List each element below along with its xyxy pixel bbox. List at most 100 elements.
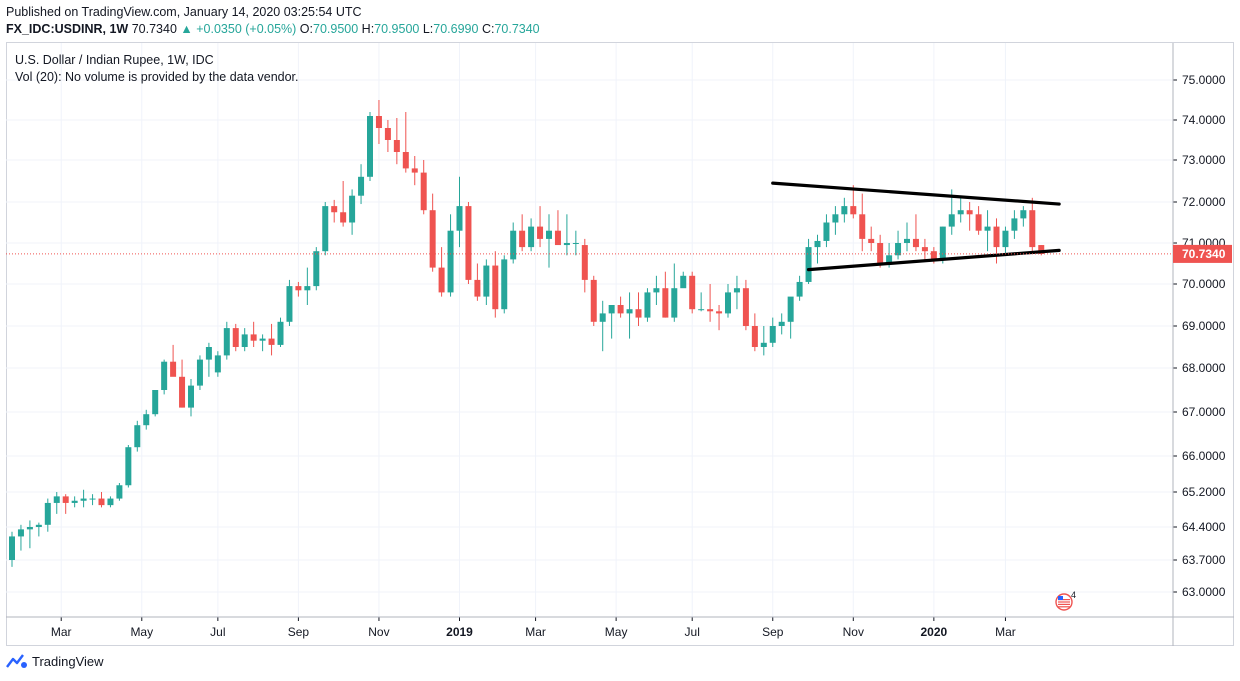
- candle-body: [304, 286, 311, 291]
- candle-body: [259, 338, 266, 341]
- time-axis-label: 2019: [446, 625, 473, 639]
- candle-body: [546, 230, 552, 239]
- grid-lines: [6, 43, 1173, 617]
- candle-body: [608, 305, 615, 314]
- candle-body: [581, 245, 588, 280]
- last-price-badge: [1173, 244, 1232, 263]
- candle-body: [519, 230, 526, 248]
- candle-body: [993, 226, 1000, 248]
- candle-body: [832, 214, 839, 223]
- symbol-name[interactable]: FX_IDC:USDINR, 1W: [6, 22, 129, 36]
- candle-body: [465, 206, 472, 280]
- candle-body: [420, 172, 427, 211]
- candle-body: [904, 238, 910, 243]
- candle-body: [769, 326, 776, 343]
- candle-body: [501, 259, 508, 310]
- candle-body: [760, 342, 767, 347]
- high-label: H:: [361, 22, 375, 36]
- candle-body: [680, 275, 687, 289]
- candle-body: [921, 247, 928, 252]
- price-axis-label: 75.0000: [1182, 73, 1226, 87]
- candle-body: [563, 243, 570, 246]
- candle-body: [796, 281, 803, 297]
- candle-body: [322, 206, 329, 252]
- time-axis-label: May: [130, 625, 153, 639]
- price-axis-label: 73.0000: [1182, 153, 1226, 167]
- flag-stripe: [1058, 601, 1070, 603]
- axes: 63.0000 63.7000 64.4000 65.2000 66.0000 67.00…: [6, 43, 1234, 646]
- flag-stripe: [1058, 606, 1070, 608]
- candle-body: [411, 168, 418, 173]
- candle-body: [1020, 210, 1027, 219]
- price-change: ▲ +0.0350 (+0.05%): [180, 22, 297, 36]
- price-axis-label: 72.0000: [1182, 195, 1226, 209]
- time-axis-label: Nov: [843, 625, 864, 639]
- candle-body: [241, 334, 248, 347]
- candle-body: [850, 206, 857, 215]
- candle-body: [966, 210, 973, 215]
- candle-body: [116, 485, 123, 499]
- candle-body: [939, 226, 946, 260]
- time-axis-label: Mar: [995, 625, 1016, 639]
- candle-body: [554, 230, 561, 246]
- trendlines: [6, 181, 1173, 272]
- candle-body: [53, 496, 60, 503]
- candle-body: [895, 243, 902, 256]
- flag-stripe: [1058, 599, 1070, 601]
- price-axis-label: 69.0000: [1182, 319, 1226, 333]
- candle-body: [152, 390, 159, 415]
- candle-body: [778, 321, 785, 326]
- candle-body: [232, 328, 239, 347]
- chart-legend-title: U.S. Dollar / Indian Rupee, 1W, IDC: [15, 53, 214, 67]
- close-value: 70.7340: [494, 22, 540, 36]
- candle-body: [143, 414, 150, 426]
- price-axis-label: 63.7000: [1182, 553, 1226, 567]
- candle-body: [707, 309, 714, 312]
- candle-body: [134, 425, 141, 448]
- candle-body: [456, 206, 463, 231]
- time-axis-label: Jul: [210, 625, 225, 639]
- time-axis-label: Sep: [288, 625, 310, 639]
- candle-body: [877, 243, 884, 264]
- chart-frame: [6, 42, 1234, 646]
- candle-body: [948, 214, 955, 227]
- low-label: L:: [422, 22, 434, 36]
- time-axis-label: Mar: [525, 625, 546, 639]
- candle-body: [662, 288, 669, 318]
- candle-body: [170, 361, 177, 377]
- price-axis-label: 68.0000: [1182, 361, 1226, 375]
- us-flag-event-icon: 4: [1055, 590, 1076, 611]
- event-count: 4: [1071, 590, 1076, 600]
- time-axis-label: 2020: [920, 625, 947, 639]
- candle-body: [367, 116, 373, 177]
- published-caption: Published on TradingView.com, January 14…: [6, 5, 362, 19]
- candle-body: [698, 309, 705, 311]
- candle-body: [635, 309, 642, 318]
- candle-body: [859, 214, 866, 239]
- candle-body: [742, 288, 749, 326]
- trendline-upper: [771, 181, 1061, 206]
- candle-body: [528, 226, 535, 248]
- candle-body: [277, 321, 284, 345]
- open-label: O:: [299, 22, 313, 36]
- candle-body: [733, 288, 740, 293]
- candle-body: [930, 251, 937, 260]
- candle-body: [223, 328, 230, 356]
- candle-body: [841, 206, 848, 215]
- candle-body: [626, 309, 633, 314]
- candle-body: [26, 527, 33, 530]
- candle-body: [250, 334, 257, 341]
- candle-body: [161, 361, 168, 390]
- price-axis-label: 64.4000: [1182, 520, 1226, 534]
- footer-branding[interactable]: TradingView: [6, 653, 104, 669]
- candle-body: [492, 265, 499, 310]
- candle-body: [617, 305, 624, 314]
- time-axis-label: Jul: [685, 625, 700, 639]
- candle-body: [1029, 210, 1036, 248]
- low-value: 70.6990: [433, 22, 479, 36]
- time-axis-label: Mar: [51, 625, 72, 639]
- candle-body: [599, 313, 606, 322]
- candle-body: [438, 267, 445, 293]
- volume-note: Vol (20): No volume is provided by the d…: [15, 70, 299, 84]
